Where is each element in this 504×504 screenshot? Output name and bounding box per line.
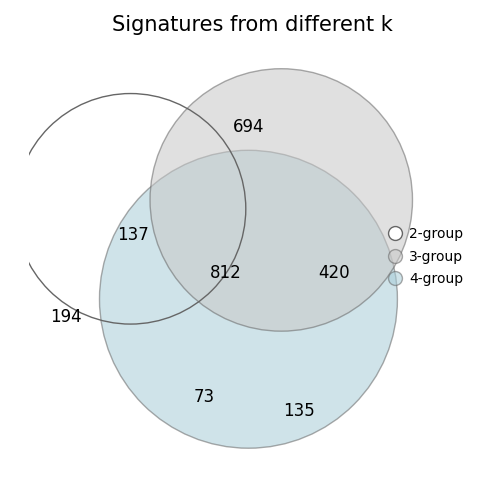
Title: Signatures from different k: Signatures from different k — [111, 15, 393, 35]
Text: 73: 73 — [194, 388, 215, 406]
Legend: 2-group, 3-group, 4-group: 2-group, 3-group, 4-group — [383, 222, 469, 291]
Circle shape — [150, 69, 412, 331]
Text: 420: 420 — [319, 264, 350, 282]
Text: 812: 812 — [210, 264, 241, 282]
Circle shape — [99, 150, 398, 448]
Text: 135: 135 — [283, 402, 315, 420]
Text: 137: 137 — [117, 226, 149, 244]
Text: 194: 194 — [50, 308, 82, 326]
Text: 694: 694 — [233, 118, 264, 136]
